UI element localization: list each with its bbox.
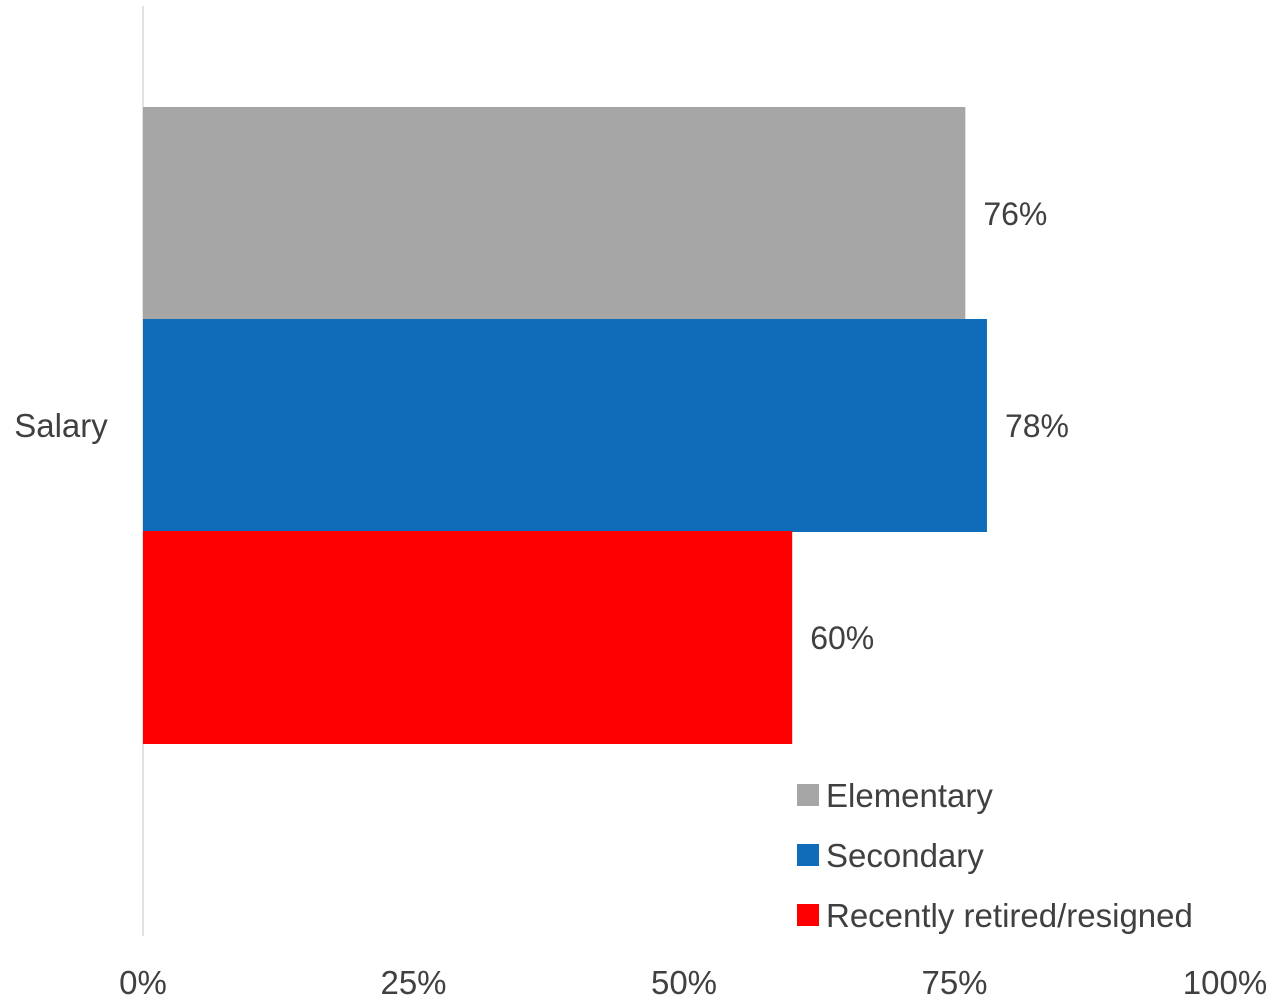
data-label: 78%: [1005, 408, 1069, 444]
bar-recently-retired-resigned: [143, 531, 793, 744]
x-tick-label: 25%: [380, 964, 446, 999]
data-label: 60%: [810, 620, 874, 656]
legend-swatch: [797, 844, 819, 866]
category-label: Salary: [14, 407, 108, 444]
data-label: 76%: [983, 196, 1047, 232]
legend-swatch: [797, 784, 819, 806]
x-tick-label: 50%: [651, 964, 717, 999]
bar-elementary: [143, 107, 966, 320]
bar-secondary: [143, 319, 987, 532]
legend-label: Recently retired/resigned: [826, 897, 1193, 934]
legend-swatch: [797, 904, 819, 926]
legend-label: Secondary: [826, 837, 984, 874]
x-tick-label: 0%: [119, 964, 167, 999]
legend-label: Elementary: [826, 777, 993, 814]
x-tick-label: 100%: [1183, 964, 1267, 999]
x-tick-label: 75%: [921, 964, 987, 999]
